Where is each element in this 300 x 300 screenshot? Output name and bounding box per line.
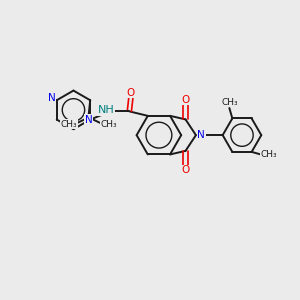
Text: O: O [127,88,135,98]
Text: NH: NH [98,105,114,115]
Text: N: N [48,93,56,103]
Text: N: N [197,130,205,140]
Text: CH₃: CH₃ [260,150,277,159]
Text: N: N [85,115,93,125]
Text: CH₃: CH₃ [61,120,77,129]
Text: O: O [182,166,190,176]
Text: CH₃: CH₃ [100,120,117,129]
Text: CH₃: CH₃ [221,98,238,107]
Text: O: O [182,95,190,105]
